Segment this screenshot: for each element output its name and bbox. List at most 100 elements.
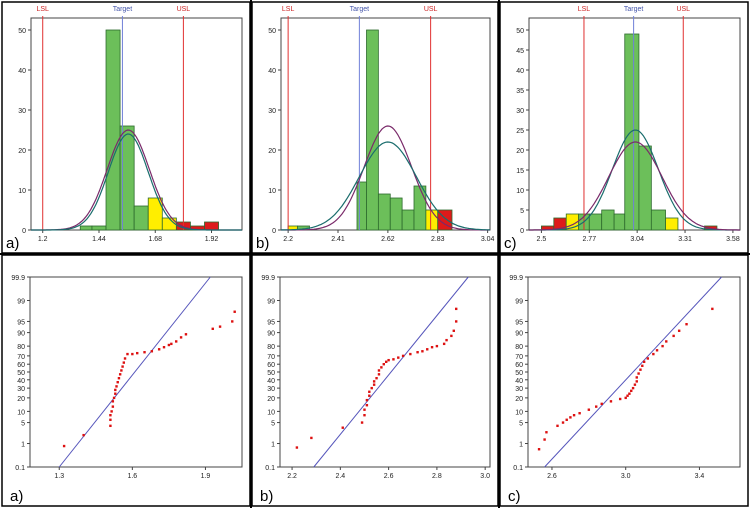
y-tick-label: 99 [267, 298, 275, 305]
x-tick-label: 2.4 [335, 473, 345, 480]
data-point [569, 416, 572, 419]
data-point [600, 402, 603, 406]
data-point [115, 385, 118, 388]
data-point [365, 398, 369, 402]
y-tick-label: 15 [516, 168, 524, 175]
data-point [537, 448, 541, 451]
histogram-bar [588, 213, 603, 231]
data-point [375, 377, 378, 380]
data-point [618, 397, 622, 401]
target-label: Target [113, 6, 133, 13]
y-tick-label: 99 [17, 298, 25, 305]
y-tick-label: 30 [516, 108, 524, 115]
data-point [435, 344, 439, 348]
y-tick-label: 90 [515, 331, 523, 338]
data-point [162, 346, 166, 349]
histogram-bar [601, 209, 615, 231]
panel-label: a) [6, 235, 19, 252]
y-tick-label: 70 [267, 354, 275, 361]
data-point [377, 369, 381, 372]
data-point [450, 334, 453, 338]
y-tick-label: 20 [267, 396, 275, 403]
y-tick-label: 5 [519, 421, 523, 428]
data-point [114, 392, 117, 395]
y-tick-label: 30 [267, 386, 275, 393]
histogram-bar [105, 29, 121, 231]
x-tick-label: 1.6 [127, 473, 137, 480]
data-point [442, 342, 446, 346]
fitted-normal-curve [281, 141, 491, 231]
plot-area [527, 276, 741, 468]
y-tick-label: 10 [17, 409, 25, 416]
histogram-bar [366, 29, 379, 231]
y-tick-label: 10 [515, 409, 523, 416]
y-tick-label: 80 [515, 344, 523, 351]
y-tick-label: 50 [17, 370, 25, 377]
fitted-normal-curve [31, 133, 242, 231]
data-point [578, 412, 581, 415]
data-point [122, 361, 126, 364]
y-tick-label: 40 [17, 378, 25, 385]
histogram-bar [425, 209, 439, 231]
y-tick-label: 50 [18, 28, 26, 35]
x-tick-label: 2.62 [381, 236, 395, 243]
histogram-bar [356, 181, 367, 231]
data-point [218, 325, 222, 328]
plot-area [30, 17, 243, 231]
data-point [111, 400, 115, 403]
x-tick-label: 3.04 [630, 236, 644, 243]
data-point [109, 418, 112, 421]
data-point [628, 392, 631, 395]
histogram-bar [638, 145, 652, 231]
data-point [150, 350, 154, 353]
data-point [365, 404, 369, 407]
y-tick-label: 20 [515, 396, 523, 403]
data-point [545, 431, 548, 434]
data-point [131, 352, 134, 356]
data-point [380, 366, 383, 369]
y-tick-label: 0.1 [15, 465, 25, 472]
histogram-b: 0 10 20 30 40 50 2.2 2.41 2.62 2.83 3.04 LSL Target U… [256, 6, 495, 252]
y-tick-label: 5 [520, 208, 524, 215]
x-tick-label: 2.8 [432, 473, 442, 480]
histogram-bar [91, 225, 107, 231]
data-point [633, 383, 637, 386]
y-tick-label: 20 [516, 148, 524, 155]
y-tick-label: 50 [515, 370, 523, 377]
data-point [397, 356, 400, 359]
y-tick-label: 30 [268, 108, 276, 115]
data-point [543, 438, 546, 441]
data-point [360, 421, 364, 424]
y-tick-label: 0.1 [265, 465, 275, 472]
y-tick-label: 45 [516, 48, 524, 55]
data-point [123, 357, 127, 360]
y-tick-label: 80 [267, 344, 275, 351]
reference-line [313, 276, 469, 468]
y-tick-label: 60 [515, 362, 523, 369]
y-tick-label: 60 [267, 362, 275, 369]
data-point [120, 369, 123, 372]
data-point [114, 388, 117, 392]
x-tick-label: 1.92 [205, 236, 219, 243]
x-tick-label: 2.2 [283, 236, 293, 243]
panel-label: c) [504, 235, 517, 252]
data-point [233, 310, 236, 313]
y-tick-label: 40 [18, 68, 26, 75]
histogram-bar [401, 209, 415, 231]
x-tick-label: 3.04 [481, 236, 495, 243]
data-point [392, 358, 395, 361]
y-tick-label: 70 [17, 354, 25, 361]
data-point [661, 344, 664, 348]
x-tick-label: 2.6 [547, 473, 557, 480]
panel-label: a) [10, 488, 23, 505]
histogram-c: 0 5 10 15 20 25 30 35 40 45 50 2.5 2.77 3.04 3.31 3.58 L… [504, 6, 741, 252]
data-point [368, 390, 371, 393]
y-tick-label: 35 [516, 88, 524, 95]
data-point [565, 418, 568, 421]
data-point [635, 376, 638, 379]
x-tick-label: 1.3 [54, 473, 64, 480]
histogram-bar [119, 125, 135, 231]
usl-label: USL [177, 6, 191, 13]
data-point [157, 348, 161, 351]
